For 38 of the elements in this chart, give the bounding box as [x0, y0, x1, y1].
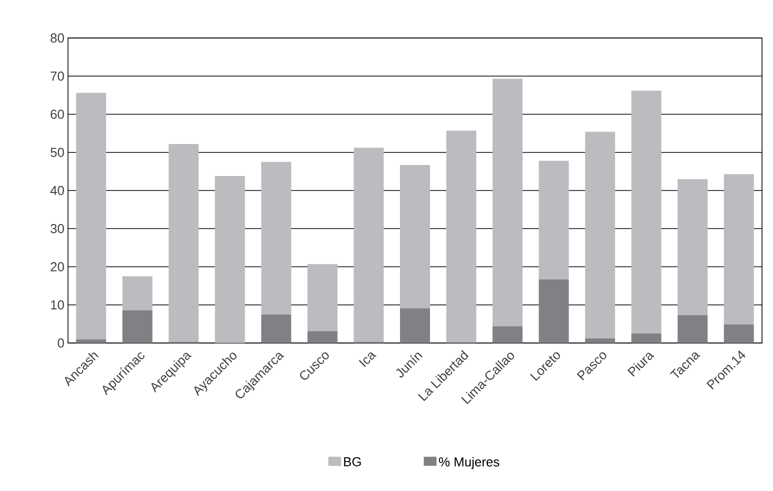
- bar: [307, 264, 338, 332]
- bar: [261, 314, 292, 343]
- y-tick-label: 70: [50, 72, 64, 81]
- bar: [307, 331, 338, 343]
- bar: [492, 326, 523, 343]
- bar: [538, 160, 569, 280]
- bar: [724, 174, 754, 324]
- bar: [724, 324, 754, 343]
- y-tick-label: 50: [50, 148, 64, 157]
- y-tick-label: 60: [50, 110, 64, 119]
- legend-label: % Mujeres: [438, 456, 500, 470]
- bar: [585, 132, 616, 338]
- bar: [214, 176, 245, 343]
- x-tick-label: Ica: [358, 352, 376, 368]
- bar: [76, 339, 106, 343]
- bar: [678, 179, 708, 316]
- y-tick-label: 10: [51, 300, 64, 310]
- y-tick-label: 80: [50, 33, 64, 43]
- bar: [585, 338, 616, 343]
- bar: [678, 315, 708, 343]
- bar: [400, 308, 430, 343]
- bar: [354, 148, 384, 342]
- y-tick-label: 0: [58, 338, 64, 348]
- y-tick-label: 40: [50, 186, 64, 196]
- bar: [400, 164, 430, 308]
- legend-label: BG: [344, 457, 361, 466]
- bar: [168, 144, 199, 342]
- bar: [122, 310, 152, 343]
- bar: [492, 78, 523, 326]
- bar: [631, 333, 662, 343]
- bar: [76, 92, 106, 340]
- bar: [122, 276, 152, 310]
- bar: [538, 279, 569, 343]
- bar: [446, 130, 476, 342]
- y-tick-label: 30: [50, 224, 64, 234]
- bar: [261, 162, 292, 314]
- bar: [631, 90, 662, 334]
- y-tick-label: 20: [50, 262, 64, 272]
